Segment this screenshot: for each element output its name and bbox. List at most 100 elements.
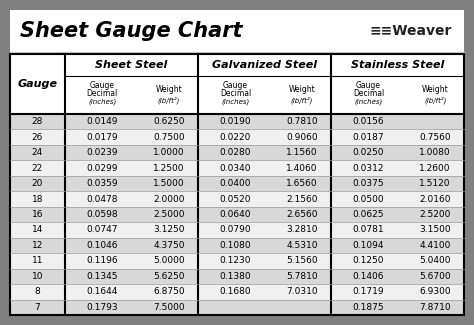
Text: 14: 14 — [32, 226, 43, 234]
Text: 0.1080: 0.1080 — [219, 241, 251, 250]
Text: 1.2500: 1.2500 — [153, 163, 184, 173]
Text: 0.1345: 0.1345 — [87, 272, 118, 281]
Text: 28: 28 — [32, 117, 43, 126]
Text: 5.6250: 5.6250 — [153, 272, 184, 281]
Text: Gauge: Gauge — [90, 81, 115, 89]
Text: 2.6560: 2.6560 — [286, 210, 318, 219]
Text: 7.5000: 7.5000 — [153, 303, 185, 312]
Text: 0.1644: 0.1644 — [87, 287, 118, 296]
Text: 0.1719: 0.1719 — [353, 287, 384, 296]
Text: 0.0781: 0.0781 — [353, 226, 384, 234]
Text: 5.7810: 5.7810 — [286, 272, 318, 281]
Bar — [10, 54, 464, 315]
Bar — [10, 222, 464, 238]
Text: 1.6560: 1.6560 — [286, 179, 318, 188]
Text: 5.0400: 5.0400 — [419, 256, 451, 266]
Text: 0.1875: 0.1875 — [353, 303, 384, 312]
Text: 0.0478: 0.0478 — [87, 195, 118, 203]
Text: 16: 16 — [31, 210, 43, 219]
Text: 4.5310: 4.5310 — [286, 241, 318, 250]
Text: 1.0000: 1.0000 — [153, 148, 185, 157]
Text: 0.1196: 0.1196 — [86, 256, 118, 266]
Text: (inches): (inches) — [355, 99, 383, 105]
Bar — [10, 191, 464, 207]
Text: 0.0598: 0.0598 — [86, 210, 118, 219]
Text: 0.0179: 0.0179 — [86, 133, 118, 142]
Text: Stainless Steel: Stainless Steel — [351, 60, 444, 70]
Bar — [10, 160, 464, 176]
Text: ≡≡Weaver: ≡≡Weaver — [370, 24, 452, 38]
Text: Sheet Steel: Sheet Steel — [95, 60, 167, 70]
Text: Sheet Gauge Chart: Sheet Gauge Chart — [20, 21, 243, 41]
Text: 7.0310: 7.0310 — [286, 287, 318, 296]
Text: 0.1680: 0.1680 — [219, 287, 251, 296]
Text: 2.0160: 2.0160 — [419, 195, 451, 203]
Text: Weight: Weight — [155, 84, 182, 94]
Text: 7: 7 — [35, 303, 40, 312]
Bar — [10, 253, 464, 269]
Text: 0.7560: 0.7560 — [419, 133, 451, 142]
Text: 1.2600: 1.2600 — [419, 163, 451, 173]
Text: 0.0359: 0.0359 — [86, 179, 118, 188]
Bar — [10, 300, 464, 315]
Text: 0.7500: 0.7500 — [153, 133, 185, 142]
Text: 20: 20 — [32, 179, 43, 188]
Bar — [10, 129, 464, 145]
Bar — [10, 145, 464, 160]
Text: Galvanized Steel: Galvanized Steel — [212, 60, 317, 70]
Text: 1.1560: 1.1560 — [286, 148, 318, 157]
Text: 24: 24 — [32, 148, 43, 157]
Text: (lb/ft²): (lb/ft²) — [158, 96, 180, 104]
Text: 1.5120: 1.5120 — [419, 179, 451, 188]
Text: 0.1094: 0.1094 — [353, 241, 384, 250]
Text: (lb/ft²): (lb/ft²) — [291, 96, 313, 104]
Text: 0.0400: 0.0400 — [219, 179, 251, 188]
Text: 1.5000: 1.5000 — [153, 179, 185, 188]
Text: 3.2810: 3.2810 — [286, 226, 318, 234]
Text: 0.0280: 0.0280 — [219, 148, 251, 157]
Text: 0.0640: 0.0640 — [219, 210, 251, 219]
Text: (inches): (inches) — [221, 99, 249, 105]
Text: 0.0299: 0.0299 — [87, 163, 118, 173]
Text: 22: 22 — [32, 163, 43, 173]
Text: 0.0340: 0.0340 — [219, 163, 251, 173]
Text: 0.0239: 0.0239 — [87, 148, 118, 157]
Text: 11: 11 — [31, 256, 43, 266]
Text: Gauge: Gauge — [17, 79, 57, 89]
Text: 0.0250: 0.0250 — [353, 148, 384, 157]
Bar — [10, 10, 464, 52]
Text: 2.0000: 2.0000 — [153, 195, 184, 203]
Bar — [10, 284, 464, 300]
Text: 0.7810: 0.7810 — [286, 117, 318, 126]
Text: 3.1250: 3.1250 — [153, 226, 184, 234]
Text: 0.0375: 0.0375 — [353, 179, 384, 188]
Text: 2.5200: 2.5200 — [419, 210, 451, 219]
Text: 12: 12 — [32, 241, 43, 250]
Text: 2.1560: 2.1560 — [286, 195, 318, 203]
Text: 0.1406: 0.1406 — [353, 272, 384, 281]
Text: 0.0156: 0.0156 — [353, 117, 384, 126]
Text: (lb/ft²): (lb/ft²) — [424, 96, 447, 104]
Text: 0.0520: 0.0520 — [219, 195, 251, 203]
Text: Decimal: Decimal — [220, 88, 251, 98]
Text: 6.8750: 6.8750 — [153, 287, 185, 296]
Text: 5.6700: 5.6700 — [419, 272, 451, 281]
Text: 5.1560: 5.1560 — [286, 256, 318, 266]
Text: 26: 26 — [32, 133, 43, 142]
Bar — [10, 54, 464, 114]
Text: Gauge: Gauge — [356, 81, 381, 89]
Text: Gauge: Gauge — [223, 81, 248, 89]
Text: 0.9060: 0.9060 — [286, 133, 318, 142]
Text: 0.0625: 0.0625 — [353, 210, 384, 219]
Text: 3.1500: 3.1500 — [419, 226, 451, 234]
Text: 0.0149: 0.0149 — [87, 117, 118, 126]
Text: 0.0187: 0.0187 — [353, 133, 384, 142]
Text: 4.4100: 4.4100 — [419, 241, 451, 250]
Text: 0.0747: 0.0747 — [87, 226, 118, 234]
Text: 5.0000: 5.0000 — [153, 256, 185, 266]
Text: Weight: Weight — [289, 84, 315, 94]
Text: 0.0220: 0.0220 — [220, 133, 251, 142]
Bar — [10, 176, 464, 191]
Bar — [10, 238, 464, 253]
Text: Decimal: Decimal — [353, 88, 384, 98]
